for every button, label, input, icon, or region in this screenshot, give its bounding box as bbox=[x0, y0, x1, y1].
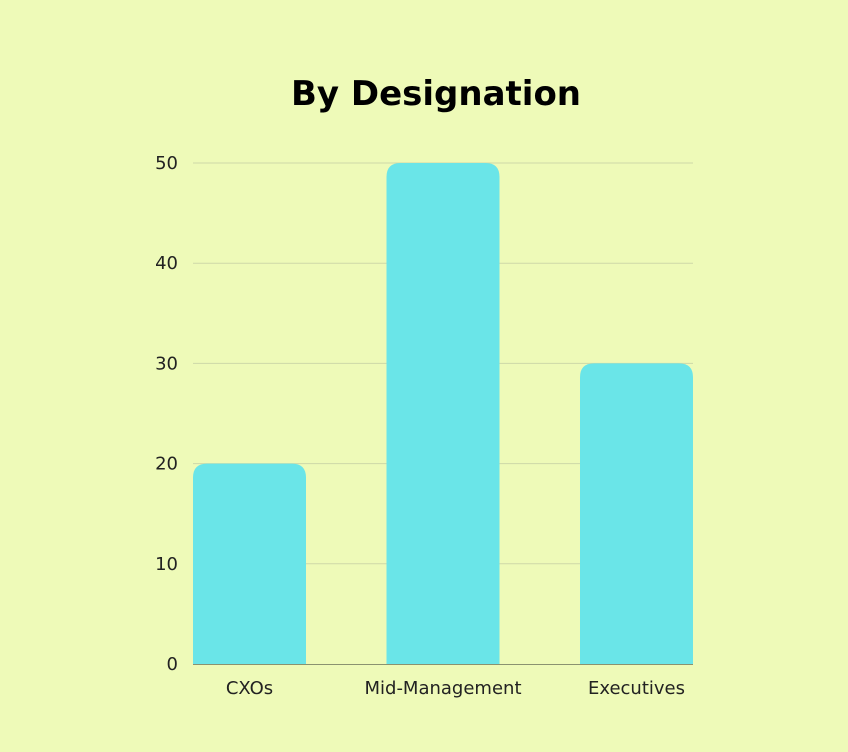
x-axis-tick-labels: CXOs Mid-Management Executives bbox=[226, 678, 685, 699]
x-tick-label: Mid-Management bbox=[364, 678, 521, 699]
y-tick-label: 40 bbox=[155, 253, 178, 274]
bar-cxos bbox=[193, 463, 306, 664]
bars bbox=[193, 163, 693, 664]
bar-mid-management bbox=[386, 163, 500, 664]
y-tick-label: 10 bbox=[155, 554, 178, 575]
chart-title: By Designation bbox=[290, 74, 582, 114]
y-tick-label: 50 bbox=[155, 153, 178, 174]
x-tick-label: Executives bbox=[588, 678, 685, 699]
bar-executives bbox=[580, 363, 693, 664]
y-tick-label: 20 bbox=[155, 454, 178, 475]
y-tick-label: 30 bbox=[155, 353, 178, 374]
y-tick-label: 0 bbox=[167, 654, 178, 675]
y-axis-tick-labels: 0 10 20 30 40 50 bbox=[155, 153, 178, 675]
x-tick-label: CXOs bbox=[226, 678, 273, 699]
